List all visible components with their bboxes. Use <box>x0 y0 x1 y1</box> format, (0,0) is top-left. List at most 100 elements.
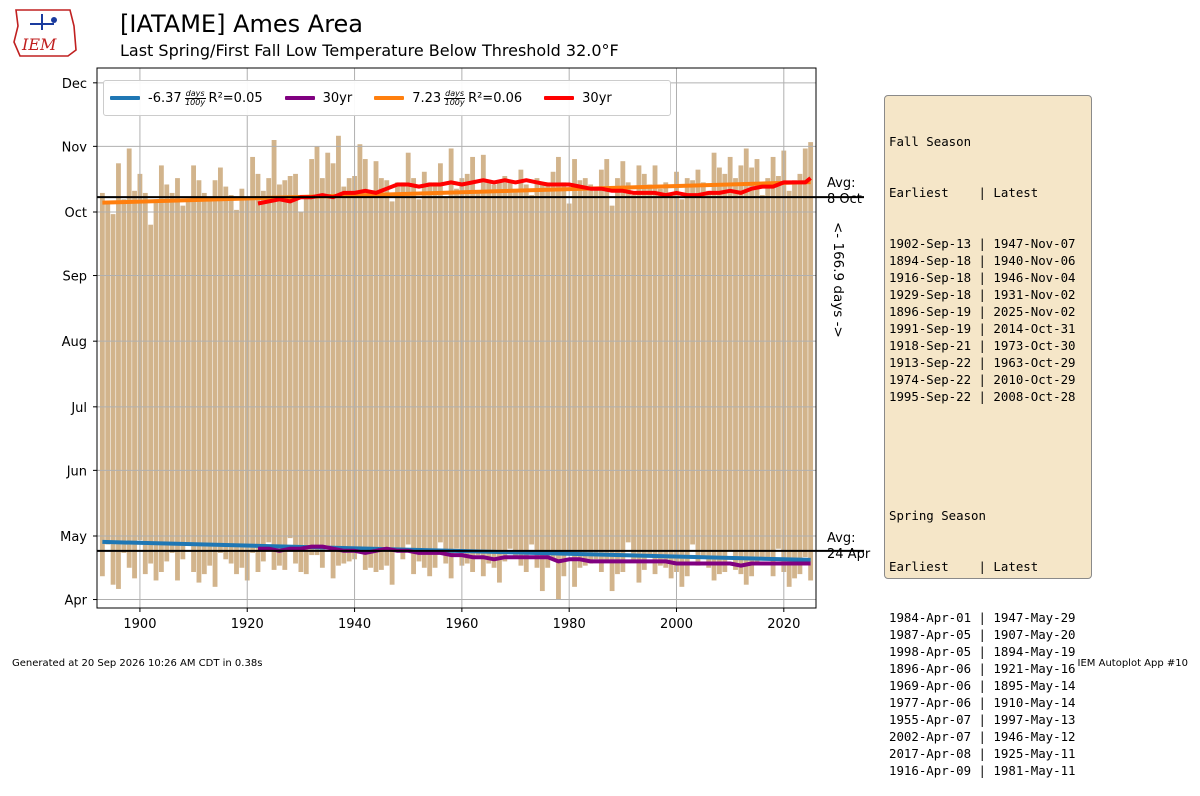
season-bar <box>185 199 191 543</box>
season-bar <box>330 163 336 579</box>
fall-avg-label: Avg: 8 Oct <box>827 176 862 207</box>
legend-swatch <box>544 96 575 100</box>
season-bar <box>577 180 583 568</box>
season-bar <box>625 182 631 543</box>
season-bar <box>802 148 808 558</box>
app-id: IEM Autoplot App #10 <box>1077 658 1188 669</box>
season-bar <box>99 192 105 577</box>
season-bar <box>717 167 722 575</box>
x-tick-label: 1980 <box>553 617 586 632</box>
spring-season-row: 2017-Apr-08 | 1925-May-11 <box>889 746 1076 761</box>
season-bar <box>400 182 406 560</box>
fall-season-row: 1896-Sep-19 | 2025-Nov-02 <box>889 304 1076 319</box>
season-bar <box>491 184 497 568</box>
y-tick-label: May <box>60 530 87 545</box>
y-tick-label: Jun <box>66 464 87 479</box>
season-bar <box>647 184 653 558</box>
fall-season-title: Fall Season <box>889 134 972 149</box>
season-bar <box>539 182 545 592</box>
season-bar <box>411 178 416 575</box>
season-bar <box>169 192 175 553</box>
bars <box>99 135 814 600</box>
season-bar <box>250 156 256 553</box>
season-bar <box>116 163 121 589</box>
legend-swatch <box>110 96 140 100</box>
season-bar <box>314 146 320 556</box>
season-bar <box>464 173 470 564</box>
spring-season-row: 1984-Apr-01 | 1947-May-29 <box>889 610 1076 625</box>
season-bar <box>277 184 282 566</box>
season-bar <box>523 184 529 572</box>
season-bar <box>271 140 277 570</box>
season-bar <box>475 190 481 556</box>
spring-season-row: 1998-Apr-05 | 1894-May-19 <box>889 644 1076 659</box>
legend-item-spring-trend: -6.37 days 100y R²=0.05 <box>110 89 263 107</box>
season-bar <box>598 169 604 572</box>
season-bar <box>808 142 814 581</box>
season-bar <box>142 192 148 575</box>
season-bar <box>191 165 196 573</box>
season-bar <box>341 186 347 564</box>
y-tick-label: Sep <box>62 270 87 285</box>
season-bar <box>631 195 636 562</box>
season-bar <box>765 178 771 558</box>
season-bar <box>180 205 186 560</box>
season-bar <box>615 178 620 575</box>
fall-season-row: 1913-Sep-22 | 1963-Oct-29 <box>889 355 1076 370</box>
season-bar <box>110 214 116 585</box>
season-bar <box>239 188 245 568</box>
fall-season-row: 1995-Sep-22 | 2008-Oct-28 <box>889 389 1076 404</box>
season-bar <box>121 199 127 553</box>
season-bar <box>480 154 486 577</box>
season-bar <box>620 161 626 573</box>
spring-season-rows: 1984-Apr-01 | 1947-May-29 1987-Apr-05 | 1… <box>889 609 1091 779</box>
season-bar <box>582 178 588 566</box>
y-tick-label: Aug <box>62 335 87 350</box>
season-bar <box>443 197 449 564</box>
season-bar <box>298 212 304 572</box>
season-bar <box>303 195 309 575</box>
fall-season-header: Earliest | Latest <box>889 185 1039 200</box>
season-bar <box>207 199 213 566</box>
spring-season-row: 1896-Apr-06 | 1921-May-16 <box>889 661 1076 676</box>
fall-season-row: 1894-Sep-18 | 1940-Nov-06 <box>889 253 1076 268</box>
season-bar <box>362 159 368 570</box>
chart-subtitle: Last Spring/First Fall Low Temperature B… <box>120 41 619 60</box>
season-bar <box>164 184 170 562</box>
season-bar <box>561 182 567 577</box>
season-bar <box>266 178 272 543</box>
svg-text:IEM: IEM <box>21 35 57 54</box>
season-bar <box>158 165 164 573</box>
season-bar <box>217 167 223 553</box>
season-bar <box>759 195 765 560</box>
season-bar <box>588 184 594 564</box>
season-bar <box>657 188 663 566</box>
season-bar <box>325 152 331 549</box>
season-bar <box>282 180 288 570</box>
season-bar <box>668 195 674 579</box>
generated-timestamp: Generated at 20 Sep 2026 10:26 AM CDT in… <box>12 658 263 669</box>
legend-item-fall-30yr: 30yr <box>544 91 612 106</box>
legend-item-spring-30yr: 30yr <box>284 91 352 106</box>
chart-area: Apr May Jun Jul Aug Sep Oct Nov Dec 1900 1920 1940 1… <box>60 67 864 632</box>
season-bar <box>260 190 266 562</box>
fall-season-row: 1918-Sep-21 | 1973-Oct-30 <box>889 338 1076 353</box>
fall-season-row: 1902-Sep-13 | 1947-Nov-07 <box>889 236 1076 251</box>
x-tick-label: 1900 <box>123 617 156 632</box>
season-bar <box>427 182 433 577</box>
season-bar <box>534 178 540 568</box>
season-bar <box>223 186 229 560</box>
season-bar <box>432 182 438 568</box>
season-bar <box>153 199 159 581</box>
season-bar <box>792 180 797 579</box>
season-bar <box>357 144 363 553</box>
season-bar <box>711 152 717 581</box>
season-bar <box>395 182 400 551</box>
season-bar <box>126 148 132 568</box>
season-bar <box>105 201 111 545</box>
fall-season-row: 1929-Sep-18 | 1931-Nov-02 <box>889 287 1076 302</box>
season-bar <box>437 163 443 543</box>
y-tick-label: Jul <box>70 401 87 416</box>
season-bar <box>201 192 207 575</box>
season-bar <box>336 135 341 566</box>
